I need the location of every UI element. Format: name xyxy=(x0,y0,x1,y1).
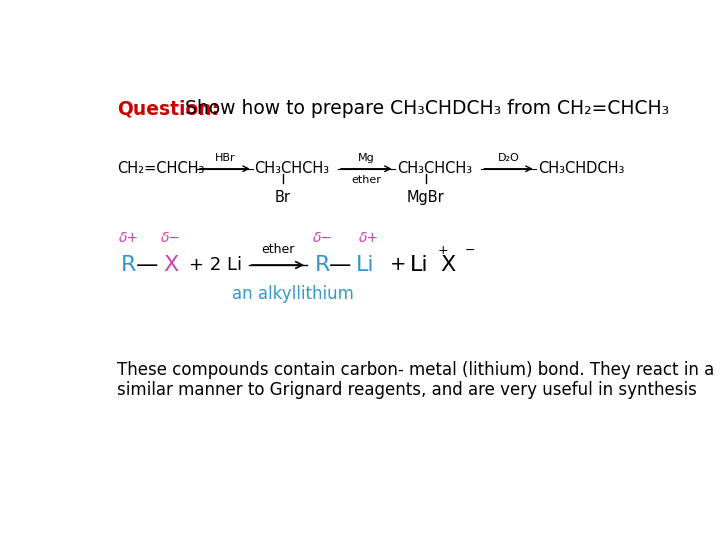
Text: δ−: δ− xyxy=(312,231,333,245)
Text: Mg: Mg xyxy=(358,153,374,163)
Text: +: + xyxy=(437,244,448,257)
Text: Li: Li xyxy=(410,255,428,275)
Text: MgBr: MgBr xyxy=(407,190,444,205)
Text: —: — xyxy=(329,255,351,275)
Text: HBr: HBr xyxy=(215,153,235,163)
Text: CH₃CHDCH₃: CH₃CHDCH₃ xyxy=(538,161,624,176)
Text: Show how to prepare CH₃CHDCH₃ from CH₂=CHCH₃: Show how to prepare CH₃CHDCH₃ from CH₂=C… xyxy=(184,99,669,118)
Text: + 2 Li: + 2 Li xyxy=(189,256,243,274)
Text: +: + xyxy=(390,255,407,274)
Text: Li: Li xyxy=(356,255,374,275)
Text: CH₂=CHCH₃: CH₂=CHCH₃ xyxy=(117,161,204,176)
Text: —: — xyxy=(135,255,158,275)
Text: X: X xyxy=(441,255,456,275)
Text: R: R xyxy=(121,255,136,275)
Text: CH₃CHCH₃: CH₃CHCH₃ xyxy=(397,161,472,176)
Text: Br: Br xyxy=(275,190,291,205)
Text: D₂O: D₂O xyxy=(498,153,519,163)
Text: −: − xyxy=(464,244,474,257)
Text: These compounds contain carbon- metal (lithium) bond. They react in a: These compounds contain carbon- metal (l… xyxy=(117,361,714,379)
Text: X: X xyxy=(163,255,179,275)
Text: R: R xyxy=(315,255,330,275)
Text: Question:: Question: xyxy=(117,99,220,118)
Text: similar manner to Grignard reagents, and are very useful in synthesis: similar manner to Grignard reagents, and… xyxy=(117,381,697,399)
Text: an alkyllithium: an alkyllithium xyxy=(233,285,354,303)
Text: CH₃CHCH₃: CH₃CHCH₃ xyxy=(254,161,330,176)
Text: ether: ether xyxy=(351,175,381,185)
Text: δ+: δ+ xyxy=(359,231,379,245)
Text: δ−: δ− xyxy=(161,231,181,245)
Text: δ+: δ+ xyxy=(119,231,139,245)
Text: ether: ether xyxy=(261,243,294,256)
